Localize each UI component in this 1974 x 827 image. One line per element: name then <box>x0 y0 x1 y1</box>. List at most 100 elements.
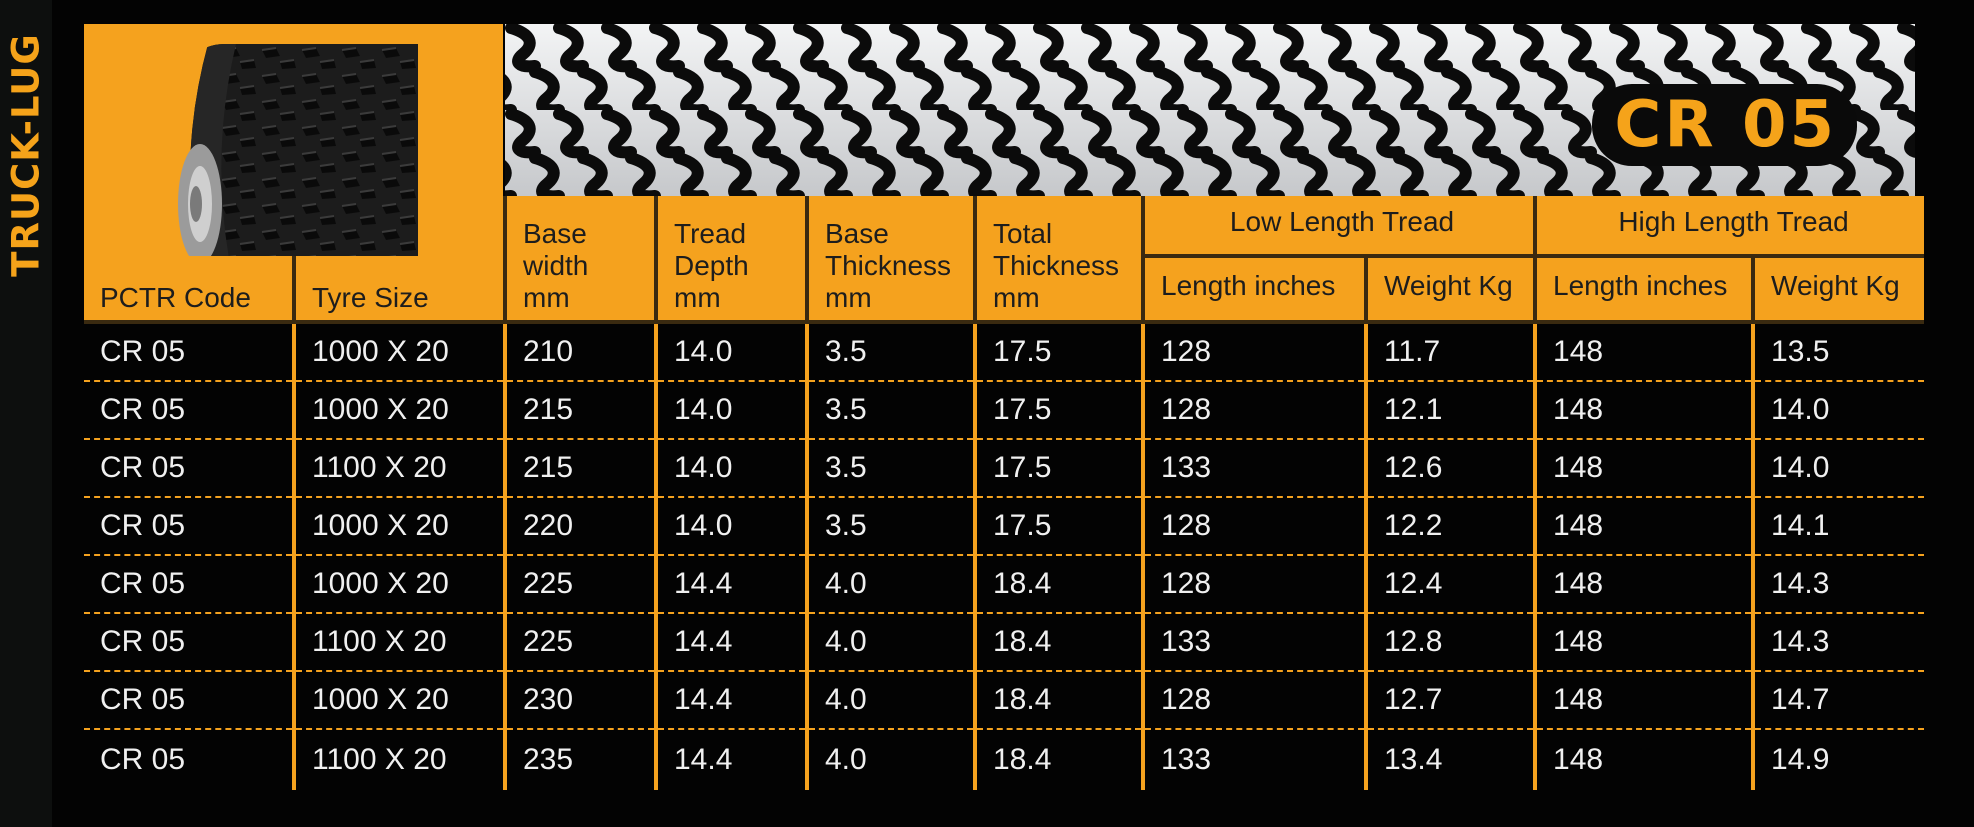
cell-pctr-code: CR 05 <box>84 671 294 730</box>
cell-tyre-size: 1000 X 20 <box>292 555 505 614</box>
model-badge: CR 05 <box>1592 84 1857 166</box>
cell-tyre-size: 1100 X 20 <box>292 729 505 790</box>
cell-high-length: 148 <box>1533 671 1754 730</box>
cell-base-width: 220 <box>503 497 656 556</box>
col-tread-depth: Tread Depth mm <box>654 196 807 322</box>
cell-high-length: 148 <box>1533 497 1754 556</box>
cell-high-length: 148 <box>1533 381 1754 440</box>
cell-tread-depth: 14.4 <box>654 613 807 672</box>
cell-tread-depth: 14.0 <box>654 439 807 498</box>
cell-base-width: 225 <box>503 555 656 614</box>
cell-base-thickness: 4.0 <box>805 613 975 672</box>
cell-base-width: 210 <box>503 320 656 382</box>
spec-table: Base width mm Tread Depth mm Base Thickness mm… <box>84 196 1925 790</box>
cell-low-length: 128 <box>1141 671 1366 730</box>
cell-low-length: 133 <box>1141 439 1366 498</box>
cell-low-weight: 12.6 <box>1363 439 1536 498</box>
cell-total-thickness: 17.5 <box>973 497 1143 556</box>
cell-base-thickness: 4.0 <box>805 671 975 730</box>
cell-low-weight: 11.7 <box>1363 320 1536 382</box>
col-total-thickness: Total Thickness mm <box>973 196 1143 322</box>
cell-tread-depth: 14.4 <box>654 671 807 730</box>
cell-pctr-code: CR 05 <box>100 743 186 776</box>
cell-pctr-code: CR 05 <box>84 320 294 382</box>
cell-high-length: 148 <box>1533 439 1754 498</box>
cell-pctr-code: CR 05 <box>84 613 294 672</box>
cell-pctr-code: CR 05 <box>84 381 294 440</box>
cell-tyre-size: 1000 X 20 <box>292 497 505 556</box>
cell-high-weight: 14.3 <box>1751 555 1925 614</box>
table-row: CR 05 1000 X 20 225 14.4 4.0 18.4 128 12.4 148 14… <box>84 555 1925 614</box>
table-row: CR 05 1000 X 20 215 14.0 3.5 17.5 128 12.1 148 14… <box>84 381 1925 440</box>
cell-base-width: 215 <box>503 439 656 498</box>
cell-high-weight: 14.0 <box>1751 439 1925 498</box>
cell-base-thickness: 3.5 <box>805 497 975 556</box>
cell-low-length: 133 <box>1141 729 1366 790</box>
cell-low-length: 128 <box>1141 381 1366 440</box>
table-row: CR 05 1000 X 20 210 14.0 3.5 17.5 128 11.7 148 13… <box>84 320 1925 382</box>
tread-pattern-banner: CR 05 <box>505 24 1915 196</box>
cell-base-width: 215 <box>503 381 656 440</box>
cell-high-length: 148 <box>1533 320 1754 382</box>
category-label: TRUCK-LUG <box>4 33 48 277</box>
cell-base-thickness: 4.0 <box>805 729 975 790</box>
cell-total-thickness: 17.5 <box>973 320 1143 382</box>
table-row: CR 05 1100 X 20 215 14.0 3.5 17.5 133 12.6 148 14… <box>84 439 1925 498</box>
col-low-weight-kg: Weight Kg <box>1363 256 1536 322</box>
cell-tread-depth: 14.0 <box>654 381 807 440</box>
cell-pctr-code: CR 05 <box>84 555 294 614</box>
cell-base-thickness: 3.5 <box>805 320 975 382</box>
cell-total-thickness: 18.4 <box>973 671 1143 730</box>
table-row: CR 05 1100 X 20 235 14.4 4.0 18.4 133 13.4 148 14… <box>84 729 1925 790</box>
table-row: CR 05 1100 X 20 225 14.4 4.0 18.4 133 12.8 148 14… <box>84 613 1925 672</box>
cell-total-thickness: 17.5 <box>973 381 1143 440</box>
group-low-length-tread: Low Length Tread <box>1140 196 1536 258</box>
cell-total-thickness: 18.4 <box>973 613 1143 672</box>
group-high-length-tread: High Length Tread <box>1533 196 1925 258</box>
header-spacer <box>294 196 505 256</box>
col-base-width: Base width mm <box>503 196 656 322</box>
cell-high-weight: 14.3 <box>1751 613 1925 672</box>
cell-pctr-code: CR 05 <box>84 439 294 498</box>
cell-high-length: 148 <box>1533 729 1754 790</box>
cell-low-length: 133 <box>1141 613 1366 672</box>
cell-low-weight: 12.2 <box>1363 497 1536 556</box>
cell-total-thickness: 18.4 <box>973 729 1143 790</box>
cell-base-thickness: 3.5 <box>805 439 975 498</box>
cell-base-thickness: 4.0 <box>805 555 975 614</box>
col-high-weight-kg: Weight Kg <box>1751 256 1925 322</box>
col-low-length-inches: Length inches <box>1141 256 1366 322</box>
cell-base-thickness: 3.5 <box>805 381 975 440</box>
cell-pctr-code: CR 05 <box>84 497 294 556</box>
cell-tyre-size: 1000 X 20 <box>292 671 505 730</box>
cell-high-weight: 14.1 <box>1751 497 1925 556</box>
cell-low-weight: 12.4 <box>1363 555 1536 614</box>
cell-high-weight: 14.7 <box>1751 671 1925 730</box>
cell-total-thickness: 18.4 <box>973 555 1143 614</box>
cell-low-weight: 13.4 <box>1363 729 1536 790</box>
cell-low-weight: 12.1 <box>1363 381 1536 440</box>
cell-low-length: 128 <box>1141 320 1366 382</box>
cell-base-width: 225 <box>503 613 656 672</box>
cell-high-length: 148 <box>1533 555 1754 614</box>
cell-tyre-size: 1000 X 20 <box>292 320 505 382</box>
col-tyre-size: Tyre Size <box>292 256 505 322</box>
cell-base-width: 235 <box>503 729 656 790</box>
cell-base-width: 230 <box>503 671 656 730</box>
col-base-thickness: Base Thickness mm <box>805 196 975 322</box>
cell-low-length: 128 <box>1141 555 1366 614</box>
cell-high-length: 148 <box>1533 613 1754 672</box>
cell-low-weight: 12.7 <box>1363 671 1536 730</box>
cell-high-weight: 13.5 <box>1751 320 1925 382</box>
cell-tyre-size: 1100 X 20 <box>292 613 505 672</box>
cell-tyre-size: 1000 X 20 <box>292 381 505 440</box>
table-row: CR 05 1000 X 20 220 14.0 3.5 17.5 128 12.2 148 14… <box>84 497 1925 556</box>
tyre-photo-icon <box>178 44 418 264</box>
cell-tread-depth: 14.4 <box>654 555 807 614</box>
cell-high-weight: 14.9 <box>1751 729 1925 790</box>
cell-tyre-size: 1100 X 20 <box>292 439 505 498</box>
cell-low-length: 128 <box>1141 497 1366 556</box>
cell-low-weight: 12.8 <box>1363 613 1536 672</box>
side-strip: TRUCK-LUG <box>0 0 52 827</box>
cell-high-weight: 14.0 <box>1751 381 1925 440</box>
